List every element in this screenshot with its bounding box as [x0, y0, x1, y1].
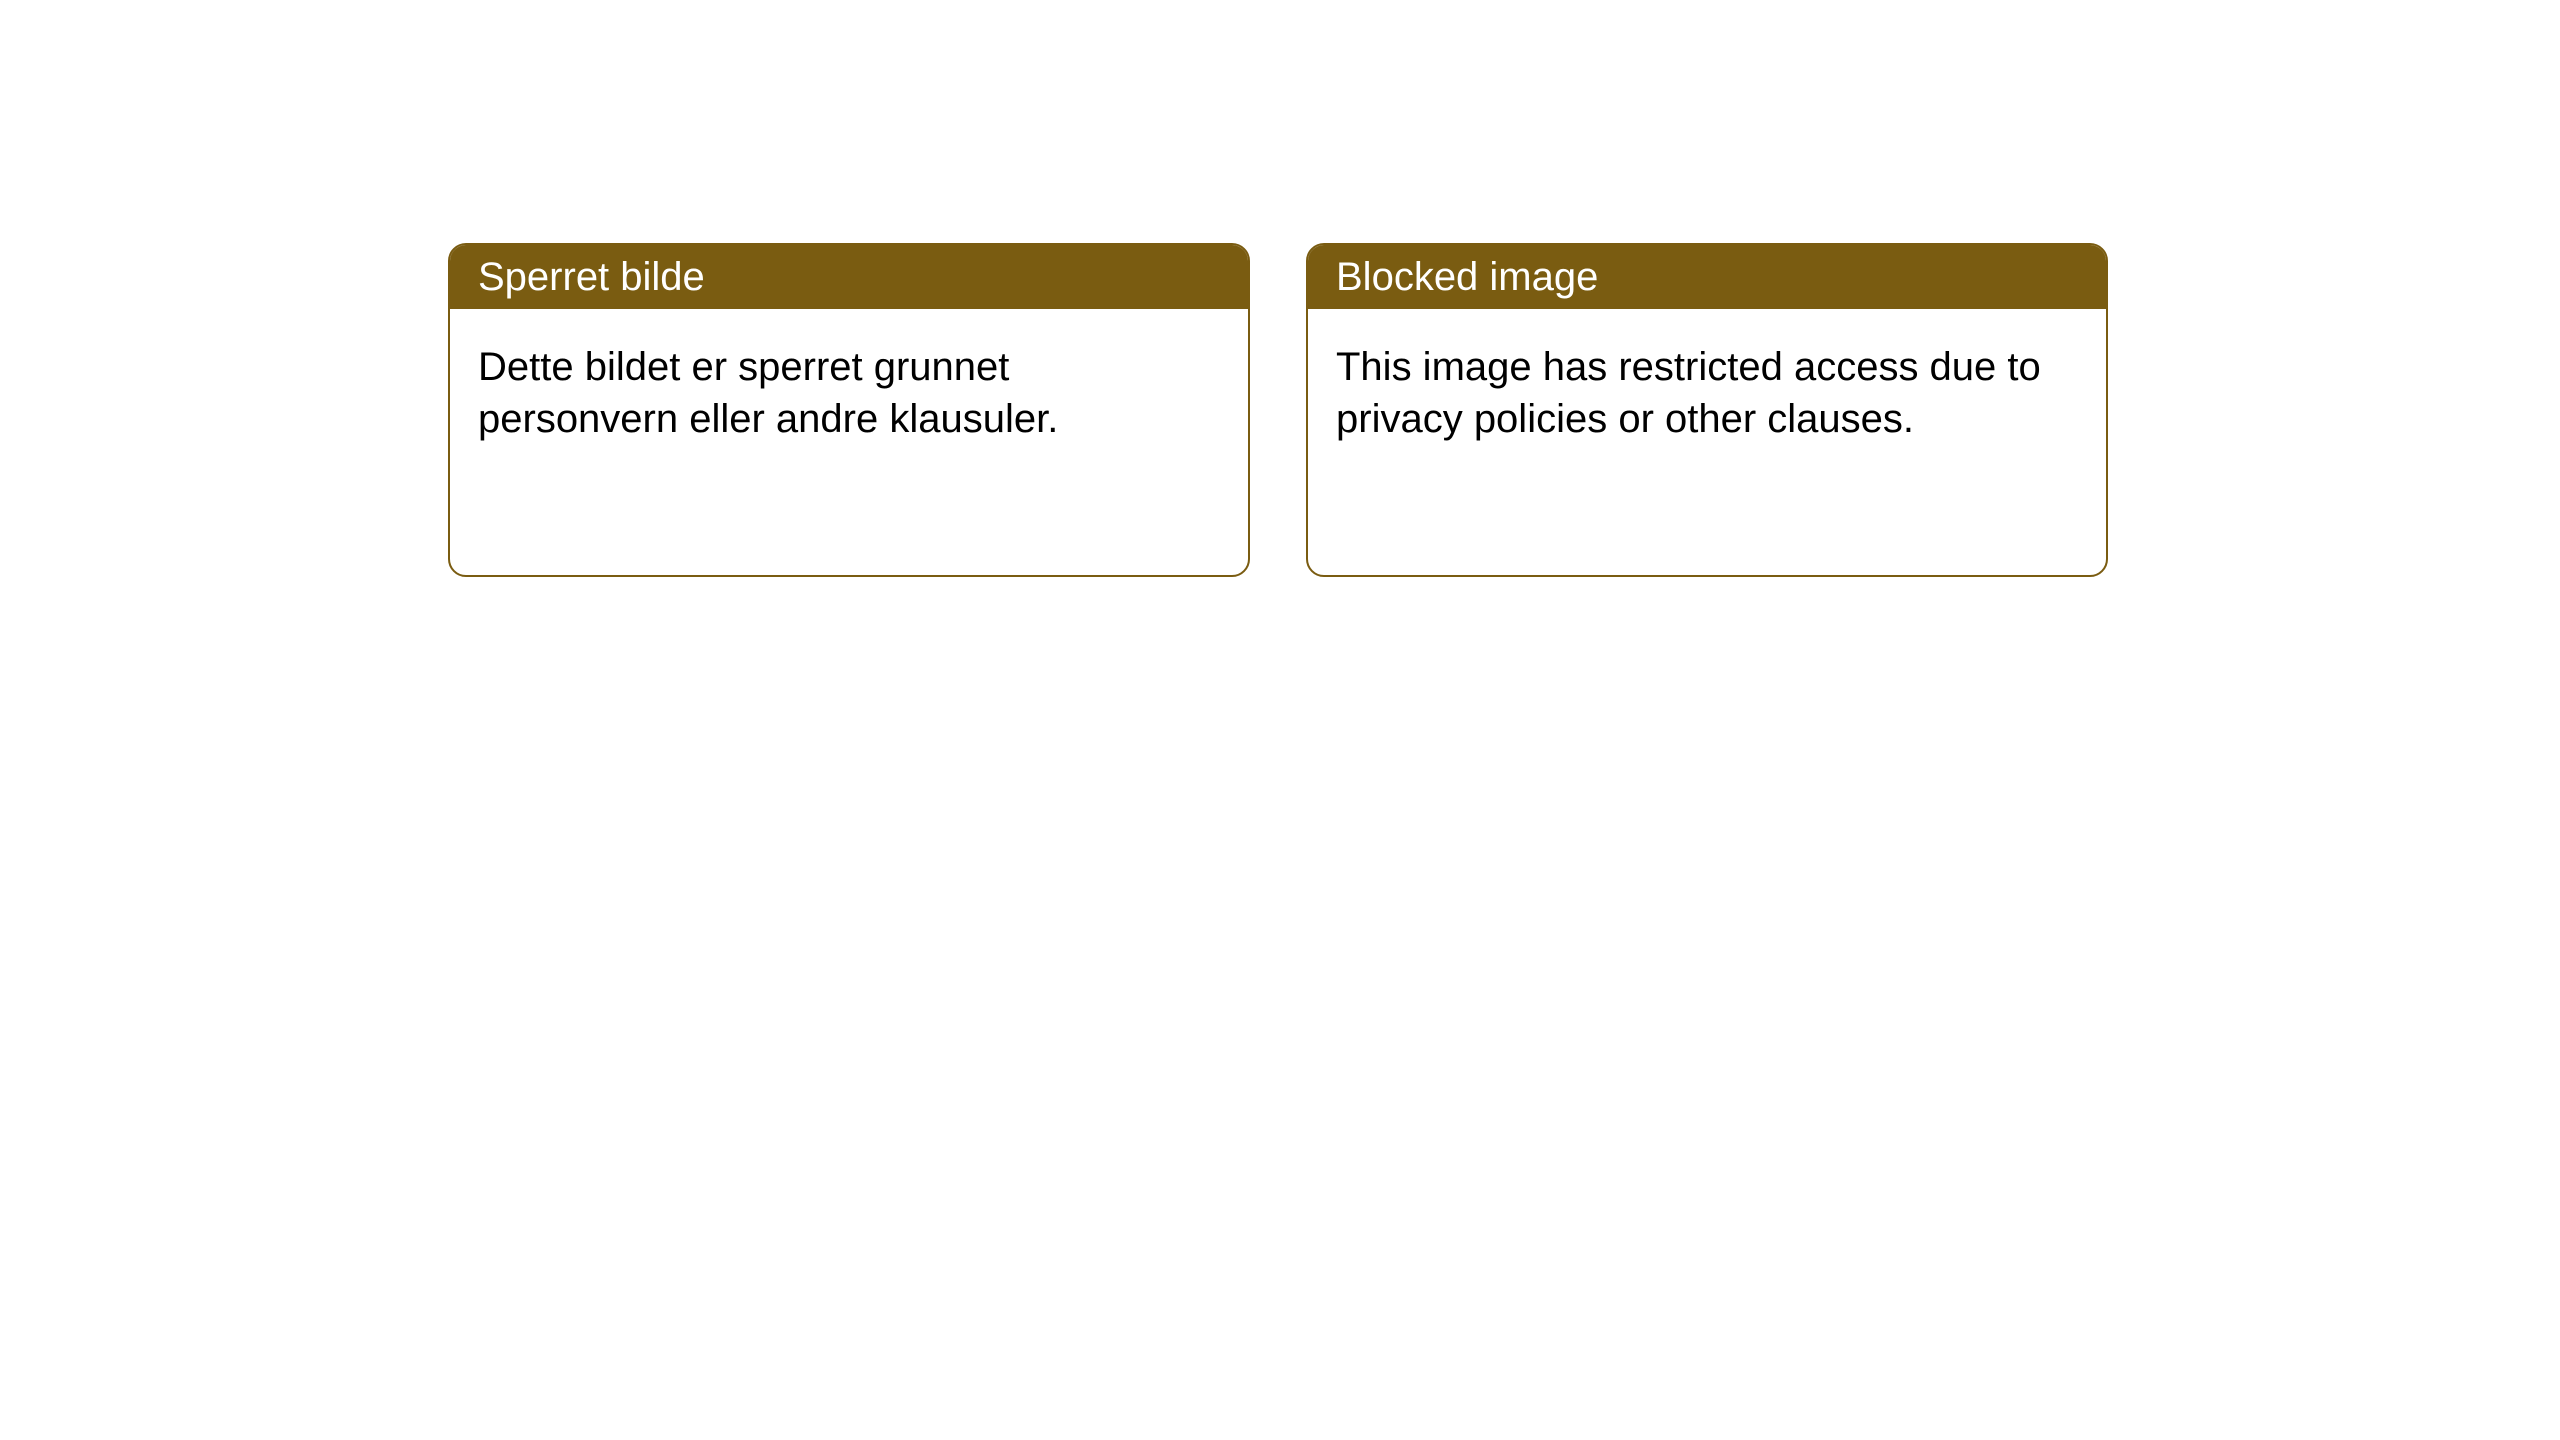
card-body-english: This image has restricted access due to … — [1308, 309, 2106, 477]
card-title-english: Blocked image — [1336, 255, 1598, 299]
card-body-norwegian: Dette bildet er sperret grunnet personve… — [450, 309, 1248, 477]
notice-container: Sperret bilde Dette bildet er sperret gr… — [0, 0, 2560, 577]
card-text-norwegian: Dette bildet er sperret grunnet personve… — [478, 345, 1058, 441]
blocked-image-card-english: Blocked image This image has restricted … — [1306, 243, 2108, 577]
blocked-image-card-norwegian: Sperret bilde Dette bildet er sperret gr… — [448, 243, 1250, 577]
card-header-norwegian: Sperret bilde — [450, 245, 1248, 309]
card-text-english: This image has restricted access due to … — [1336, 345, 2041, 441]
card-header-english: Blocked image — [1308, 245, 2106, 309]
card-title-norwegian: Sperret bilde — [478, 255, 705, 299]
